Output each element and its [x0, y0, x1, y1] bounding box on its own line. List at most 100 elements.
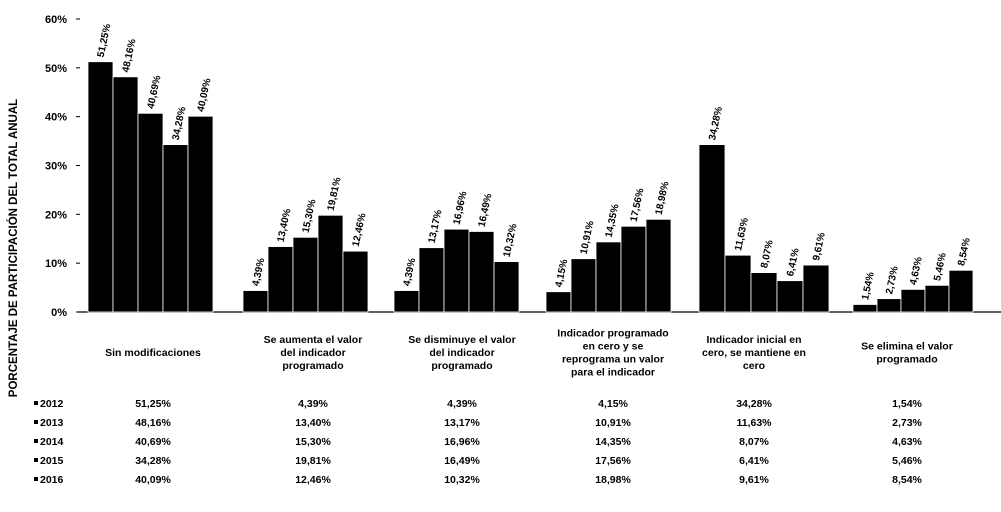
- y-tick-label: 60%: [45, 14, 67, 26]
- table-cell: 13,17%: [444, 417, 480, 429]
- table-cell: 40,09%: [135, 474, 171, 486]
- table-cell: 14,35%: [595, 436, 631, 448]
- data-label: 34,28%: [171, 106, 189, 142]
- data-label: 40,09%: [196, 77, 214, 113]
- data-label: 10,32%: [502, 223, 520, 259]
- bar-2014-cat2: [443, 228, 470, 313]
- table-cell: 5,46%: [892, 455, 922, 467]
- data-label: 13,40%: [276, 208, 294, 244]
- data-label: 6,41%: [785, 247, 802, 277]
- data-label: 2,73%: [884, 265, 901, 295]
- legend-swatch-2013: [34, 420, 38, 424]
- legend-swatch-2015: [34, 458, 38, 462]
- bar-2016-cat4: [802, 264, 830, 313]
- legend-swatch-2014: [34, 439, 38, 443]
- category-label: Sin modificaciones: [105, 347, 201, 359]
- bar-2016-cat2: [493, 261, 520, 313]
- bar-2012-cat1: [242, 290, 269, 313]
- category-label: Se aumenta el valor del indicador programa…: [264, 334, 363, 372]
- bar-2013-cat2: [418, 247, 445, 313]
- table-cell: 4,63%: [892, 436, 922, 448]
- bar-2015-cat4: [776, 280, 804, 313]
- data-label: 4,39%: [402, 257, 419, 287]
- data-label: 1,54%: [860, 271, 877, 301]
- data-label: 17,56%: [629, 187, 647, 223]
- legend-swatch-2012: [34, 401, 38, 405]
- legend-label-2012: 2012: [40, 398, 64, 410]
- bar-2015-cat1: [317, 214, 344, 313]
- y-axis-label: PORCENTAJE DE PARTICIPACIÓN DEL TOTAL AN…: [7, 99, 20, 397]
- data-label: 34,28%: [707, 106, 725, 142]
- y-axis-ticks: 0% 10% 20% 30% 40% 50% 60%: [45, 14, 80, 319]
- bar-2013-cat4: [724, 254, 752, 313]
- data-label: 8,07%: [759, 239, 776, 269]
- y-tick-label: 10%: [45, 258, 67, 270]
- data-label: 9,61%: [811, 232, 828, 262]
- data-label: 11,63%: [733, 217, 751, 252]
- bar-2014-cat4: [750, 272, 778, 313]
- data-label: 48,16%: [121, 38, 139, 74]
- bar-2013-cat0: [112, 76, 139, 313]
- y-tick-label: 0%: [51, 307, 67, 319]
- bar-2015-cat0: [162, 144, 189, 313]
- y-tick-label: 50%: [45, 63, 67, 75]
- bar-2012-cat5: [852, 304, 878, 313]
- bar-2013-cat1: [267, 246, 294, 313]
- y-tick-label: 20%: [45, 209, 67, 221]
- legend-label-2016: 2016: [40, 474, 64, 486]
- table-cell: 40,69%: [135, 436, 171, 448]
- table-cell: 11,63%: [736, 417, 772, 429]
- data-label: 4,39%: [251, 257, 268, 287]
- bar-2015-cat5: [924, 284, 950, 313]
- bar-2014-cat3: [595, 241, 622, 313]
- table-cell: 18,98%: [595, 474, 631, 486]
- bar-2014-cat1: [292, 236, 319, 313]
- table-cell: 8,07%: [739, 436, 769, 448]
- table-cell: 9,61%: [739, 474, 769, 486]
- table-cell: 34,28%: [736, 398, 772, 410]
- table-cell: 4,39%: [447, 398, 477, 410]
- bar-2016-cat1: [342, 250, 369, 313]
- data-label: 16,49%: [477, 193, 495, 229]
- table-cell: 48,16%: [135, 417, 171, 429]
- table-cell: 13,40%: [295, 417, 331, 429]
- table-cell: 19,81%: [295, 455, 331, 467]
- table-cell: 10,32%: [444, 474, 480, 486]
- data-label: 5,46%: [932, 252, 949, 282]
- table-cell: 12,46%: [295, 474, 331, 486]
- data-label: 8,54%: [956, 237, 973, 267]
- bar-2016-cat3: [645, 218, 672, 313]
- table-cell: 51,25%: [135, 398, 171, 410]
- table-cell: 16,96%: [444, 436, 480, 448]
- data-table: 2012 51,25% 4,39% 4,39% 4,15% 34,28% 1,54% 2013…: [34, 398, 923, 486]
- table-cell: 8,54%: [892, 474, 922, 486]
- bar-2012-cat2: [393, 290, 420, 313]
- data-labels: 51,25% 48,16% 40,69% 34,28% 40,09% 4,39% 13,40…: [96, 23, 973, 301]
- legend-swatch-2016: [34, 477, 38, 481]
- data-label: 14,35%: [604, 203, 622, 239]
- data-label: 12,46%: [351, 212, 369, 248]
- category-labels: Sin modificaciones Se aumenta el valor del…: [105, 328, 953, 379]
- category-label: Se disminuye el valor del indicador progra…: [408, 334, 515, 372]
- table-cell: 17,56%: [595, 455, 631, 467]
- data-label: 51,25%: [96, 23, 114, 59]
- bar-2015-cat2: [468, 231, 495, 313]
- table-cell: 15,30%: [295, 436, 331, 448]
- bar-2016-cat0: [187, 115, 214, 313]
- bar-2015-cat3: [620, 225, 647, 313]
- bar-2016-cat5: [948, 269, 974, 313]
- table-cell: 16,49%: [444, 455, 480, 467]
- data-label: 19,81%: [326, 176, 344, 212]
- data-label: 10,91%: [579, 220, 597, 256]
- bar-2014-cat0: [137, 112, 164, 313]
- bar-2012-cat3: [545, 291, 572, 313]
- category-label: Indicador inicial en cero, se mantiene en…: [702, 334, 806, 372]
- table-cell: 34,28%: [135, 455, 171, 467]
- legend-label-2014: 2014: [40, 436, 64, 448]
- category-label: Se elimina el valor programado: [861, 341, 953, 366]
- bar-2014-cat5: [900, 288, 926, 313]
- table-cell: 10,91%: [595, 417, 631, 429]
- category-label: Indicador programado en cero y se reprogra…: [557, 328, 668, 379]
- bars: [87, 61, 974, 313]
